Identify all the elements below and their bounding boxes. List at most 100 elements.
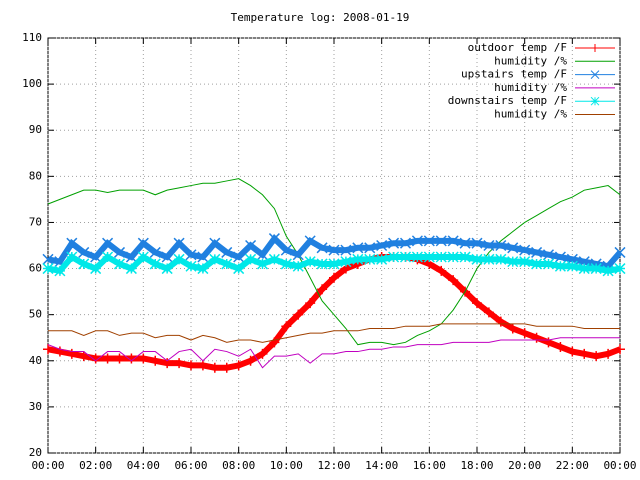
data-point bbox=[447, 251, 459, 263]
series-line bbox=[47, 337, 620, 369]
data-point bbox=[542, 258, 555, 270]
x-tick-label: 04:00 bbox=[127, 459, 160, 472]
data-point bbox=[102, 353, 113, 364]
data-point bbox=[268, 233, 280, 245]
data-point bbox=[233, 263, 245, 275]
data-point bbox=[542, 249, 555, 261]
data-point bbox=[209, 253, 221, 265]
data-point bbox=[197, 263, 209, 275]
data-point bbox=[483, 307, 494, 318]
data-point bbox=[78, 351, 89, 362]
x-tick-label: 10:00 bbox=[270, 459, 303, 472]
data-point bbox=[531, 332, 542, 343]
legend-label: outdoor temp /F bbox=[468, 41, 567, 54]
data-point bbox=[328, 244, 340, 256]
data-point bbox=[173, 253, 185, 265]
data-point bbox=[174, 358, 185, 369]
data-point bbox=[113, 258, 126, 270]
data-point bbox=[447, 235, 459, 247]
x-tick-label: 18:00 bbox=[460, 459, 493, 472]
x-tick-label: 00:00 bbox=[603, 459, 636, 472]
legend-label: upstairs temp /F bbox=[461, 68, 567, 81]
legend-marker bbox=[590, 96, 600, 106]
x-tick-label: 08:00 bbox=[222, 459, 255, 472]
data-point bbox=[149, 258, 161, 270]
data-point bbox=[125, 263, 137, 275]
legend-label: humidity /% bbox=[494, 54, 567, 67]
y-tick-label: 110 bbox=[22, 31, 42, 44]
data-point bbox=[554, 251, 566, 263]
x-tick-label: 06:00 bbox=[174, 459, 207, 472]
data-point bbox=[543, 337, 554, 348]
data-point bbox=[78, 246, 90, 258]
data-point bbox=[388, 251, 400, 263]
x-tick-label: 14:00 bbox=[365, 459, 398, 472]
y-tick-label: 90 bbox=[29, 123, 42, 136]
legend-label: downstairs temp /F bbox=[448, 94, 567, 107]
data-point bbox=[233, 360, 244, 371]
data-point bbox=[340, 256, 352, 268]
data-point bbox=[280, 258, 292, 270]
data-point bbox=[137, 251, 149, 263]
y-tick-label: 100 bbox=[22, 77, 42, 90]
data-point bbox=[78, 258, 90, 270]
data-point bbox=[579, 348, 590, 359]
data-point bbox=[435, 251, 447, 263]
data-point bbox=[590, 263, 602, 275]
data-point bbox=[495, 239, 507, 252]
data-point bbox=[114, 353, 125, 364]
data-point bbox=[149, 246, 161, 258]
data-point bbox=[567, 346, 578, 357]
series bbox=[48, 323, 620, 343]
data-point bbox=[221, 362, 232, 373]
data-point bbox=[161, 251, 173, 263]
data-point bbox=[256, 249, 269, 261]
data-point bbox=[304, 256, 316, 268]
data-point bbox=[161, 263, 173, 275]
y-tick-label: 30 bbox=[29, 400, 42, 413]
data-point bbox=[364, 242, 376, 254]
data-point bbox=[305, 298, 316, 309]
data-point bbox=[66, 237, 78, 249]
data-point bbox=[531, 246, 543, 258]
data-point bbox=[423, 235, 435, 247]
data-point bbox=[185, 260, 197, 272]
data-point bbox=[162, 358, 173, 369]
data-point bbox=[483, 239, 495, 252]
series bbox=[47, 337, 620, 369]
data-point bbox=[328, 258, 340, 270]
data-point bbox=[90, 263, 102, 275]
data-point bbox=[138, 353, 149, 364]
y-tick-label: 50 bbox=[29, 308, 42, 321]
series bbox=[42, 233, 626, 272]
data-point bbox=[113, 246, 126, 258]
y-tick-label: 60 bbox=[29, 262, 42, 275]
data-point bbox=[471, 253, 483, 265]
data-point bbox=[435, 235, 447, 247]
data-point bbox=[42, 263, 54, 275]
data-point bbox=[316, 258, 328, 270]
data-point bbox=[102, 251, 114, 263]
data-point bbox=[54, 346, 65, 357]
series-line bbox=[47, 178, 621, 346]
data-point bbox=[614, 246, 626, 258]
x-tick-label: 16:00 bbox=[413, 459, 446, 472]
data-point bbox=[102, 237, 114, 249]
data-point bbox=[186, 360, 196, 371]
data-point bbox=[66, 251, 78, 263]
data-point bbox=[352, 242, 364, 254]
data-point bbox=[317, 284, 328, 295]
data-point bbox=[399, 237, 412, 249]
data-point bbox=[531, 258, 543, 270]
data-point bbox=[268, 253, 280, 265]
x-tick-label: 00:00 bbox=[31, 459, 64, 472]
data-point bbox=[352, 253, 364, 265]
legend-marker bbox=[590, 70, 600, 79]
data-point bbox=[316, 242, 328, 254]
data-point bbox=[150, 355, 161, 366]
data-point bbox=[411, 251, 423, 263]
chart-title: Temperature log: 2008-01-19 bbox=[231, 11, 410, 24]
data-point bbox=[376, 239, 388, 252]
